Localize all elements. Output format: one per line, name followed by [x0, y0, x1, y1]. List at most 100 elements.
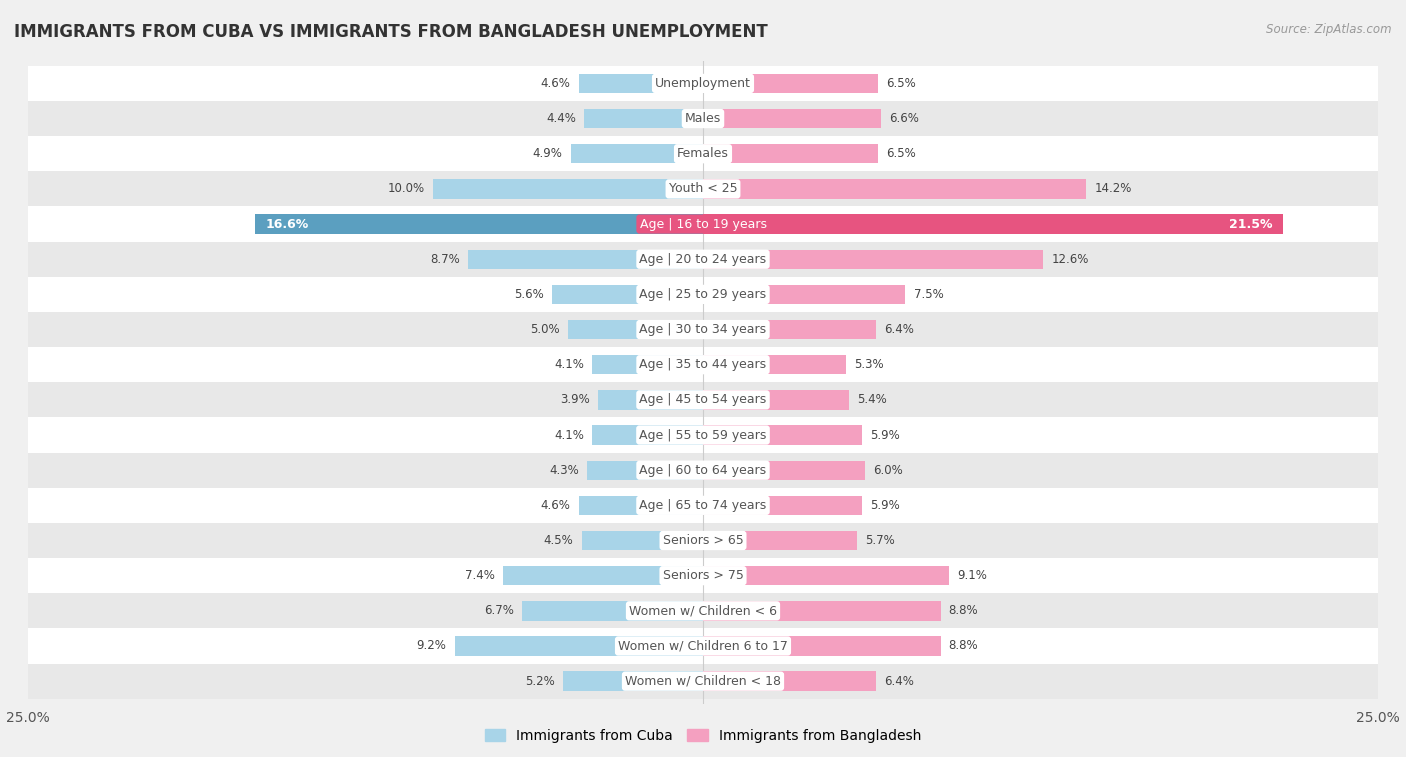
- Text: 9.1%: 9.1%: [956, 569, 987, 582]
- Bar: [598, 390, 703, 410]
- Text: 6.4%: 6.4%: [884, 674, 914, 687]
- Bar: [468, 250, 703, 269]
- Text: Unemployment: Unemployment: [655, 77, 751, 90]
- Text: Age | 55 to 59 years: Age | 55 to 59 years: [640, 428, 766, 441]
- Bar: [703, 250, 1043, 269]
- Bar: [28, 628, 1378, 664]
- Text: 14.2%: 14.2%: [1094, 182, 1132, 195]
- Bar: [703, 390, 849, 410]
- Bar: [703, 637, 941, 656]
- Text: 4.1%: 4.1%: [554, 358, 585, 371]
- Bar: [562, 671, 703, 691]
- Bar: [454, 637, 703, 656]
- Text: 6.7%: 6.7%: [484, 604, 515, 617]
- Text: 9.2%: 9.2%: [416, 640, 447, 653]
- Bar: [703, 285, 905, 304]
- Text: 6.0%: 6.0%: [873, 464, 903, 477]
- Text: 4.6%: 4.6%: [541, 77, 571, 90]
- Text: Women w/ Children < 18: Women w/ Children < 18: [626, 674, 780, 687]
- Text: Youth < 25: Youth < 25: [669, 182, 737, 195]
- Bar: [522, 601, 703, 621]
- Text: 5.9%: 5.9%: [870, 428, 900, 441]
- Text: IMMIGRANTS FROM CUBA VS IMMIGRANTS FROM BANGLADESH UNEMPLOYMENT: IMMIGRANTS FROM CUBA VS IMMIGRANTS FROM …: [14, 23, 768, 41]
- Bar: [703, 214, 1284, 234]
- Bar: [28, 312, 1378, 347]
- Bar: [28, 136, 1378, 171]
- Bar: [703, 179, 1087, 198]
- Bar: [28, 453, 1378, 488]
- Bar: [28, 417, 1378, 453]
- Bar: [703, 73, 879, 93]
- Bar: [28, 488, 1378, 523]
- Bar: [28, 277, 1378, 312]
- Text: 7.4%: 7.4%: [465, 569, 495, 582]
- Text: Source: ZipAtlas.com: Source: ZipAtlas.com: [1267, 23, 1392, 36]
- Text: Age | 30 to 34 years: Age | 30 to 34 years: [640, 323, 766, 336]
- Text: 5.2%: 5.2%: [524, 674, 554, 687]
- Text: 6.6%: 6.6%: [889, 112, 920, 125]
- Bar: [28, 101, 1378, 136]
- Bar: [551, 285, 703, 304]
- Bar: [703, 566, 949, 585]
- Text: Women w/ Children 6 to 17: Women w/ Children 6 to 17: [619, 640, 787, 653]
- Text: Age | 25 to 29 years: Age | 25 to 29 years: [640, 288, 766, 301]
- Text: Age | 16 to 19 years: Age | 16 to 19 years: [640, 217, 766, 231]
- Bar: [28, 593, 1378, 628]
- Text: 12.6%: 12.6%: [1052, 253, 1088, 266]
- Bar: [254, 214, 703, 234]
- Text: 4.9%: 4.9%: [533, 148, 562, 160]
- Bar: [28, 558, 1378, 593]
- Bar: [703, 531, 856, 550]
- Bar: [28, 66, 1378, 101]
- Text: 4.4%: 4.4%: [547, 112, 576, 125]
- Bar: [568, 320, 703, 339]
- Bar: [703, 601, 941, 621]
- Bar: [28, 347, 1378, 382]
- Text: 6.5%: 6.5%: [887, 77, 917, 90]
- Legend: Immigrants from Cuba, Immigrants from Bangladesh: Immigrants from Cuba, Immigrants from Ba…: [479, 724, 927, 749]
- Text: 5.7%: 5.7%: [865, 534, 894, 547]
- Bar: [703, 355, 846, 375]
- Text: 5.4%: 5.4%: [856, 394, 887, 407]
- Bar: [703, 320, 876, 339]
- Text: 10.0%: 10.0%: [388, 182, 425, 195]
- Text: Seniors > 65: Seniors > 65: [662, 534, 744, 547]
- Text: 7.5%: 7.5%: [914, 288, 943, 301]
- Text: Women w/ Children < 6: Women w/ Children < 6: [628, 604, 778, 617]
- Bar: [703, 460, 865, 480]
- Text: 8.8%: 8.8%: [949, 604, 979, 617]
- Text: 21.5%: 21.5%: [1229, 217, 1272, 231]
- Text: Females: Females: [678, 148, 728, 160]
- Text: 4.5%: 4.5%: [544, 534, 574, 547]
- Bar: [579, 73, 703, 93]
- Text: Age | 20 to 24 years: Age | 20 to 24 years: [640, 253, 766, 266]
- Text: 6.5%: 6.5%: [887, 148, 917, 160]
- Bar: [503, 566, 703, 585]
- Bar: [592, 355, 703, 375]
- Bar: [703, 109, 882, 128]
- Bar: [703, 496, 862, 515]
- Bar: [582, 531, 703, 550]
- Bar: [571, 144, 703, 164]
- Text: Age | 65 to 74 years: Age | 65 to 74 years: [640, 499, 766, 512]
- Text: Seniors > 75: Seniors > 75: [662, 569, 744, 582]
- Bar: [585, 109, 703, 128]
- Text: 5.3%: 5.3%: [855, 358, 884, 371]
- Bar: [433, 179, 703, 198]
- Bar: [703, 144, 879, 164]
- Bar: [703, 671, 876, 691]
- Bar: [703, 425, 862, 444]
- Bar: [592, 425, 703, 444]
- Bar: [28, 241, 1378, 277]
- Bar: [28, 171, 1378, 207]
- Text: 3.9%: 3.9%: [560, 394, 589, 407]
- Text: 5.6%: 5.6%: [515, 288, 544, 301]
- Text: 4.1%: 4.1%: [554, 428, 585, 441]
- Text: Age | 35 to 44 years: Age | 35 to 44 years: [640, 358, 766, 371]
- Text: Age | 45 to 54 years: Age | 45 to 54 years: [640, 394, 766, 407]
- Text: 5.9%: 5.9%: [870, 499, 900, 512]
- Bar: [28, 207, 1378, 241]
- Bar: [28, 664, 1378, 699]
- Text: 8.8%: 8.8%: [949, 640, 979, 653]
- Text: Age | 60 to 64 years: Age | 60 to 64 years: [640, 464, 766, 477]
